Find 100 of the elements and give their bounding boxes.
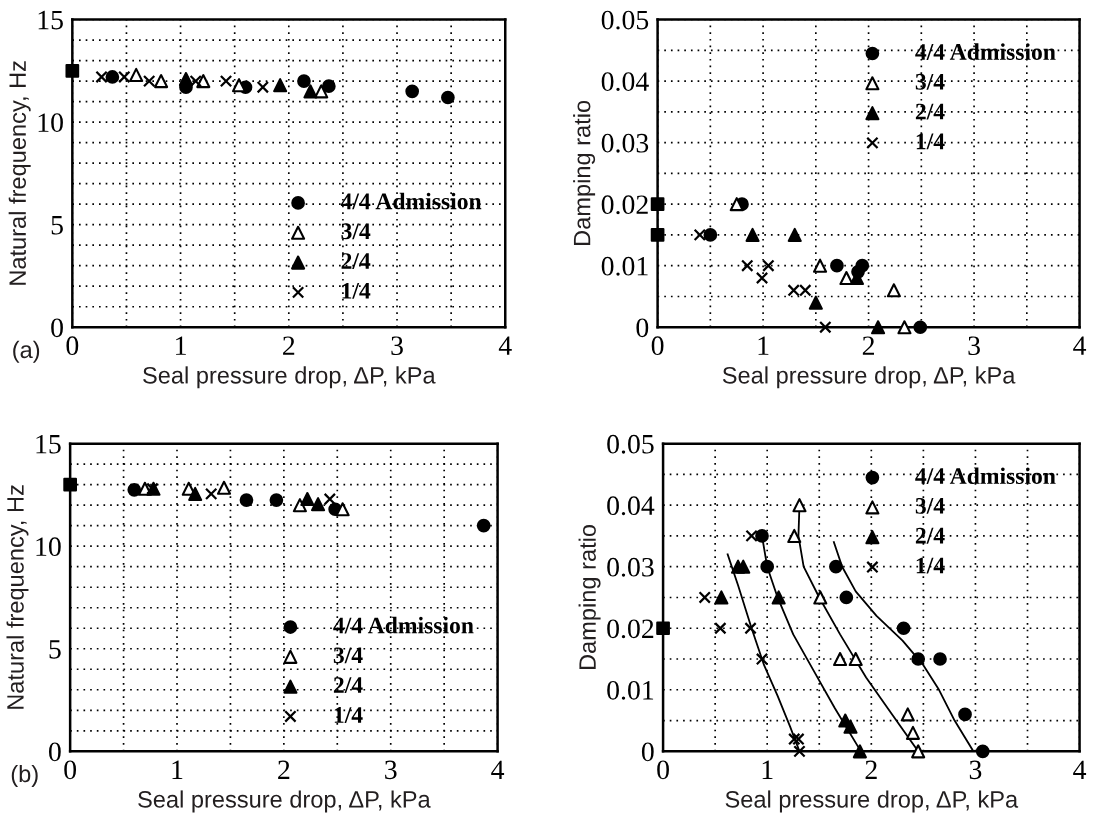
x-tick-label: 1 bbox=[758, 336, 769, 355]
point bbox=[698, 591, 711, 604]
legend-label: 2/4 bbox=[341, 253, 371, 269]
legend-label: 3/4 bbox=[341, 223, 371, 240]
point bbox=[95, 70, 108, 84]
point bbox=[256, 80, 270, 94]
x-tick-label: 2 bbox=[865, 760, 877, 779]
y-tick-label: 5 bbox=[49, 640, 61, 659]
point bbox=[760, 559, 775, 574]
y-tick-label: 0 bbox=[636, 318, 649, 338]
point bbox=[808, 295, 823, 310]
point bbox=[913, 320, 928, 335]
x-tick-label: 2 bbox=[862, 336, 874, 355]
point bbox=[321, 79, 336, 94]
legend-label: 1/4 bbox=[334, 707, 363, 723]
point bbox=[714, 590, 729, 605]
legend-label: 1/4 bbox=[916, 557, 945, 574]
point bbox=[323, 492, 337, 506]
point bbox=[813, 258, 828, 273]
point bbox=[745, 227, 760, 242]
x-tick-label: 4 bbox=[1073, 760, 1087, 779]
y-axis-title: Natural frequency, Hz bbox=[6, 485, 29, 709]
point bbox=[63, 477, 77, 492]
point bbox=[886, 283, 901, 298]
point bbox=[792, 732, 805, 746]
x-tick-label: 0 bbox=[657, 760, 669, 780]
point bbox=[656, 621, 670, 636]
point bbox=[127, 482, 142, 497]
point bbox=[441, 90, 455, 105]
point bbox=[405, 84, 420, 99]
x-axis-title: Seal pressure drop, ΔP, kPa bbox=[722, 366, 1016, 389]
x-tick-label: 4 bbox=[491, 760, 505, 779]
y-tick-label: 0.03 bbox=[607, 557, 654, 577]
point bbox=[897, 320, 912, 335]
x-tick-label: 4 bbox=[498, 336, 512, 355]
point bbox=[118, 70, 131, 84]
y-tick-label: 15 bbox=[38, 10, 63, 30]
point bbox=[273, 78, 288, 93]
x-tick-label: 1 bbox=[762, 760, 773, 779]
x-tick-label: 0 bbox=[64, 760, 77, 780]
point bbox=[178, 71, 194, 87]
point bbox=[819, 320, 832, 334]
point bbox=[755, 652, 769, 666]
x-axis-title: Seal pressure drop, ΔP, kPa bbox=[725, 790, 1019, 813]
point bbox=[297, 74, 311, 88]
x-axis-title: Seal pressure drop, ΔP, kPa bbox=[138, 790, 431, 813]
y-tick-label: 0.04 bbox=[607, 496, 655, 516]
point bbox=[793, 745, 806, 758]
point bbox=[755, 529, 769, 543]
y-tick-label: 0 bbox=[48, 742, 61, 762]
point bbox=[129, 67, 144, 82]
point bbox=[476, 518, 491, 533]
y-tick-label: 0.02 bbox=[601, 195, 648, 215]
y-tick-label: 0.01 bbox=[601, 256, 648, 276]
point bbox=[693, 228, 707, 242]
legend-label: 4/4 Admission bbox=[333, 616, 474, 634]
point bbox=[729, 197, 744, 212]
y-tick-label: 0.05 bbox=[601, 10, 649, 30]
y-tick-label: 0.03 bbox=[601, 133, 649, 153]
point bbox=[154, 74, 169, 89]
point bbox=[848, 651, 863, 667]
point bbox=[911, 744, 926, 759]
y-tick-label: 0 bbox=[641, 742, 654, 762]
point bbox=[239, 493, 254, 507]
x-tick-label: 1 bbox=[172, 760, 183, 779]
x-tick-label: 3 bbox=[969, 760, 982, 780]
x-tick-label: 0 bbox=[66, 336, 79, 356]
point bbox=[975, 744, 990, 759]
x-tick-label: 3 bbox=[385, 760, 397, 780]
text: (a) bbox=[13, 340, 40, 363]
legend-label: 4/4 Admission bbox=[340, 192, 482, 210]
point bbox=[905, 725, 921, 740]
y-tick-label: 0.02 bbox=[607, 619, 654, 639]
point bbox=[745, 529, 758, 543]
point bbox=[142, 74, 156, 88]
point bbox=[787, 528, 802, 543]
point bbox=[958, 707, 972, 722]
point bbox=[204, 487, 218, 501]
x-tick-label: 2 bbox=[278, 760, 290, 779]
x-tick-label: 3 bbox=[968, 336, 980, 356]
x-axis-title: Seal pressure drop, ΔP, kPa bbox=[143, 366, 436, 389]
point bbox=[196, 74, 211, 89]
x-tick-label: 1 bbox=[176, 336, 186, 355]
point bbox=[188, 486, 203, 501]
point bbox=[755, 271, 769, 285]
point bbox=[311, 497, 326, 512]
y-axis-title: Damping ratio bbox=[573, 100, 596, 245]
y-tick-label: 0.01 bbox=[607, 680, 654, 700]
point bbox=[839, 590, 854, 605]
point bbox=[900, 707, 915, 722]
point bbox=[911, 652, 926, 666]
legend-label: 3/4 bbox=[333, 647, 363, 664]
y-tick-label: 10 bbox=[38, 113, 63, 133]
legend-label: 4/4 Admission bbox=[915, 467, 1056, 484]
x-tick-label: 4 bbox=[1073, 336, 1087, 355]
point bbox=[787, 227, 802, 242]
legend-label: 4/4 Admission bbox=[915, 43, 1056, 60]
point bbox=[852, 744, 867, 759]
point bbox=[300, 491, 315, 507]
x-tick-label: 2 bbox=[283, 336, 295, 355]
